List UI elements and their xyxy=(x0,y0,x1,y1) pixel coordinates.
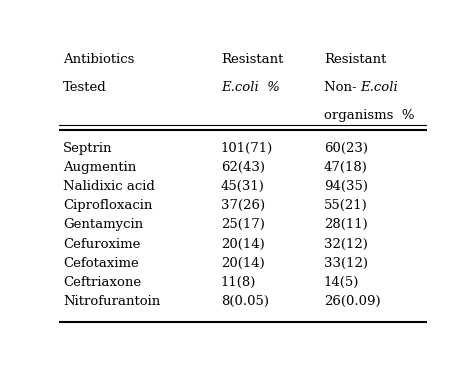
Text: Ciprofloxacin: Ciprofloxacin xyxy=(63,199,152,212)
Text: Cefuroxime: Cefuroxime xyxy=(63,237,140,251)
Text: Ceftriaxone: Ceftriaxone xyxy=(63,276,141,289)
Text: Nitrofurantoin: Nitrofurantoin xyxy=(63,295,160,308)
Text: Nalidixic acid: Nalidixic acid xyxy=(63,180,155,193)
Text: 26(0.09): 26(0.09) xyxy=(324,295,380,308)
Text: 94(35): 94(35) xyxy=(324,180,368,193)
Text: Augmentin: Augmentin xyxy=(63,161,136,174)
Text: 62(43): 62(43) xyxy=(221,161,265,174)
Text: 28(11): 28(11) xyxy=(324,218,367,232)
Text: 47(18): 47(18) xyxy=(324,161,368,174)
Text: Septrin: Septrin xyxy=(63,142,112,155)
Text: 14(5): 14(5) xyxy=(324,276,359,289)
Text: 8(0.05): 8(0.05) xyxy=(221,295,269,308)
Text: 20(14): 20(14) xyxy=(221,257,264,270)
Text: 11(8): 11(8) xyxy=(221,276,256,289)
Text: E.coli  %: E.coli % xyxy=(221,81,280,94)
Text: 20(14): 20(14) xyxy=(221,237,264,251)
Text: 33(12): 33(12) xyxy=(324,257,368,270)
Text: 25(17): 25(17) xyxy=(221,218,265,232)
Text: 37(26): 37(26) xyxy=(221,199,265,212)
Text: 55(21): 55(21) xyxy=(324,199,367,212)
Text: Gentamycin: Gentamycin xyxy=(63,218,143,232)
Text: Resistant: Resistant xyxy=(221,52,283,66)
Text: Tested: Tested xyxy=(63,81,107,94)
Text: 32(12): 32(12) xyxy=(324,237,368,251)
Text: Resistant: Resistant xyxy=(324,52,386,66)
Text: E.coli: E.coli xyxy=(360,81,398,94)
Text: 45(31): 45(31) xyxy=(221,180,265,193)
Text: 101(71): 101(71) xyxy=(221,142,273,155)
Text: Non-: Non- xyxy=(324,81,365,94)
Text: Cefotaxime: Cefotaxime xyxy=(63,257,139,270)
Text: 60(23): 60(23) xyxy=(324,142,368,155)
Text: organisms  %: organisms % xyxy=(324,109,414,122)
Text: Antibiotics: Antibiotics xyxy=(63,52,134,66)
